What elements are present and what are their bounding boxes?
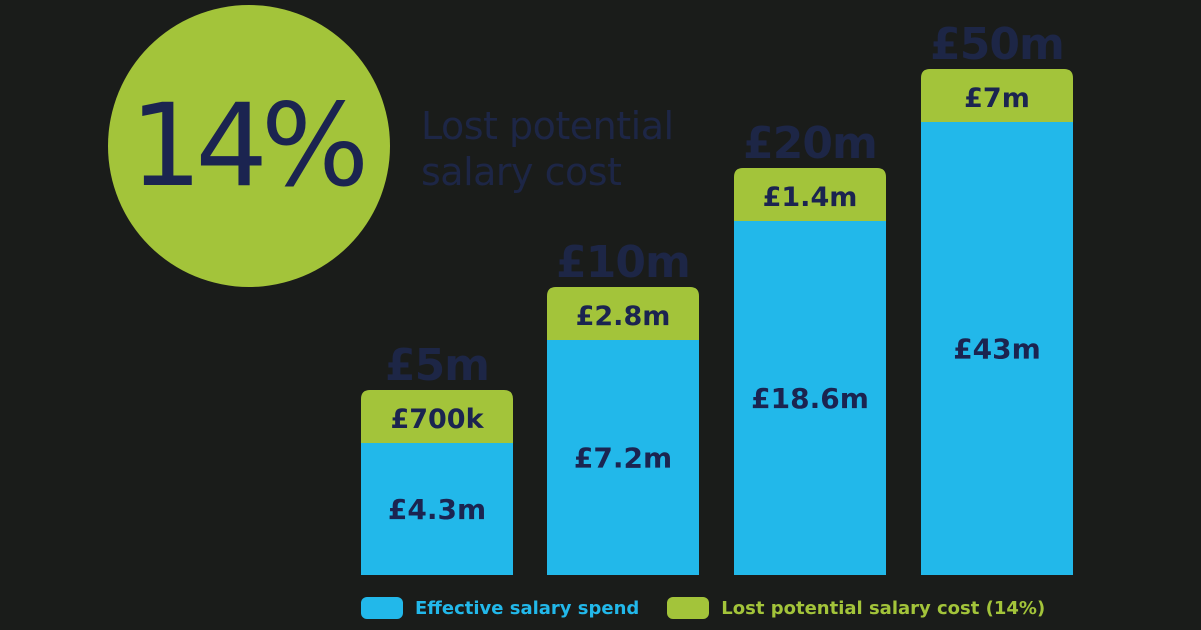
- label-effective-2: £18.6m: [751, 382, 869, 415]
- label-effective-1: £7.2m: [574, 442, 672, 475]
- percent-value: 14%: [129, 79, 369, 212]
- bar-effective-1: [547, 340, 699, 575]
- label-lost-1: £2.8m: [576, 301, 671, 332]
- label-total-2: £20m: [743, 118, 877, 169]
- bar-effective-2: [734, 221, 886, 575]
- label-lost-3: £7m: [964, 83, 1030, 114]
- bar-effective-3: [921, 122, 1073, 575]
- legend-item-effective: Effective salary spend: [361, 597, 639, 619]
- label-total-0: £5m: [385, 340, 489, 391]
- legend-label-effective: Effective salary spend: [415, 597, 640, 619]
- label-lost-0: £700k: [390, 404, 484, 435]
- bar-lost-0: [361, 390, 513, 445]
- bar-lost-2: [734, 168, 886, 223]
- bar-effective-0: [361, 443, 513, 575]
- subtitle-line-1: Lost potential: [421, 104, 674, 148]
- headline-subtitle: Lost potential salary cost: [421, 103, 674, 195]
- bar-lost-3: [921, 69, 1073, 124]
- legend-swatch-lost: [667, 597, 710, 619]
- legend-item-lost: Lost potential salary cost (14%): [667, 597, 1045, 619]
- label-total-1: £10m: [556, 237, 690, 288]
- label-lost-2: £1.4m: [763, 182, 858, 213]
- chart-legend: Effective salary spend Lost potential sa…: [361, 597, 1045, 619]
- label-effective-3: £43m: [953, 333, 1041, 366]
- label-effective-0: £4.3m: [388, 493, 486, 526]
- percent-badge: 14%: [108, 5, 390, 287]
- subtitle-line-2: salary cost: [421, 150, 622, 194]
- legend-swatch-effective: [361, 597, 403, 619]
- label-total-3: £50m: [930, 19, 1064, 70]
- bar-lost-1: [547, 287, 699, 342]
- legend-label-lost: Lost potential salary cost (14%): [721, 597, 1046, 619]
